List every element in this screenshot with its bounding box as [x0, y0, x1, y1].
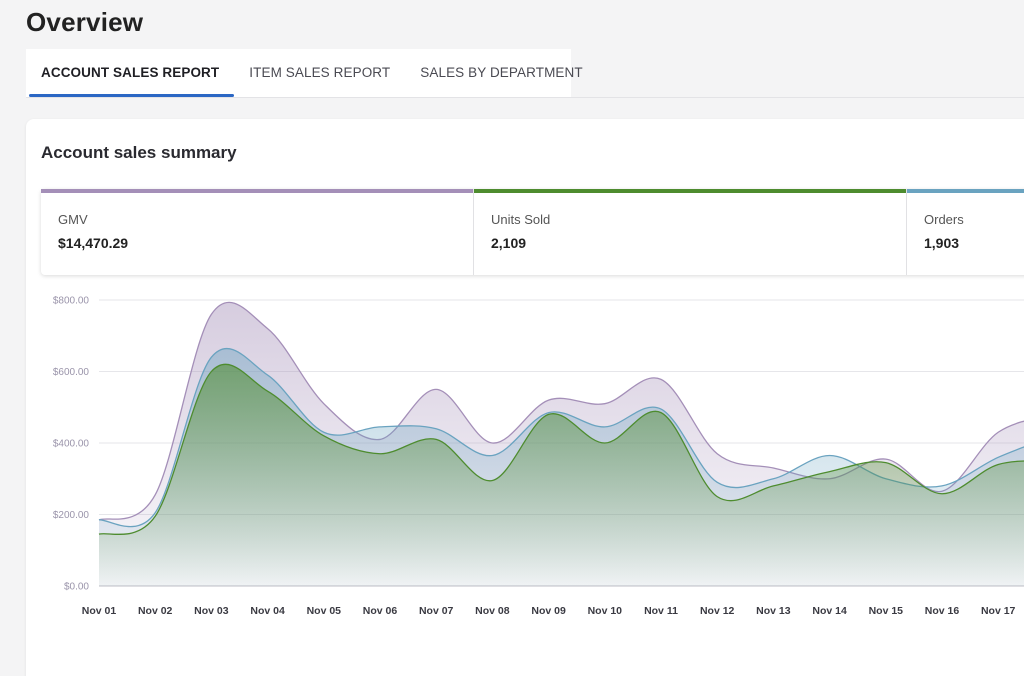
x-tick-label: Nov 01 [82, 605, 117, 617]
y-tick-label: $800.00 [53, 296, 90, 307]
tab-item-sales-report[interactable]: ITEM SALES REPORT [249, 65, 391, 80]
x-tick-label: Nov 14 [812, 605, 847, 617]
x-tick-label: Nov 16 [925, 605, 960, 617]
x-tick-label: Nov 11 [644, 605, 678, 617]
y-tick-label: $400.00 [53, 439, 90, 450]
chart-areas [98, 301, 1024, 586]
x-tick-label: Nov 12 [700, 605, 735, 617]
y-tick-label: $0.00 [64, 582, 89, 593]
x-axis-labels: Nov 01 Nov 02 Nov 03 Nov 04 Nov 05 Nov 06 Nov … [82, 605, 1016, 617]
x-tick-label: Nov 08 [475, 605, 510, 617]
x-tick-label: Nov 05 [307, 605, 342, 617]
metric-orders-label: Orders [924, 212, 964, 227]
metric-orders[interactable]: Orders 1,903 [907, 189, 1024, 275]
y-axis-labels: $0.00 $200.00 $400.00 $600.00 $800.00 [53, 296, 90, 593]
metric-gmv-label: GMV [58, 212, 88, 227]
x-tick-label: Nov 02 [138, 605, 173, 617]
series-area [99, 364, 1024, 586]
metric-units-sold-value: 2,109 [491, 235, 527, 251]
x-tick-label: Nov 06 [363, 605, 398, 617]
x-tick-label: Nov 15 [869, 605, 904, 617]
series-line [98, 301, 1024, 521]
metric-units-sold-label: Units Sold [491, 212, 551, 227]
y-tick-label: $600.00 [53, 367, 90, 378]
metric-orders-accent [907, 189, 1024, 193]
tab-account-sales-report[interactable]: ACCOUNT SALES REPORT [26, 49, 235, 97]
tab-divider [26, 97, 1024, 98]
x-tick-label: Nov 03 [194, 605, 229, 617]
x-tick-label: Nov 10 [588, 605, 623, 617]
tab-sales-by-department[interactable]: SALES BY DEPARTMENT [420, 65, 583, 80]
x-tick-label: Nov 07 [419, 605, 454, 617]
metric-gmv-value: $14,470.29 [58, 235, 129, 251]
page-title: Overview [26, 7, 144, 37]
x-tick-label: Nov 17 [981, 605, 1016, 617]
metric-gmv-accent [41, 189, 473, 193]
metric-orders-value: 1,903 [924, 235, 960, 251]
metric-units-sold-accent [474, 189, 906, 193]
series-line [98, 363, 1024, 536]
metric-gmv[interactable]: GMV $14,470.29 [41, 189, 474, 275]
card-title: Account sales summary [41, 143, 237, 162]
report-tabs: ACCOUNT SALES REPORT ITEM SALES REPORT S… [26, 49, 583, 97]
y-tick-label: $200.00 [53, 510, 90, 521]
x-tick-label: Nov 04 [250, 605, 285, 617]
metric-units-sold[interactable]: Units Sold 2,109 [474, 189, 907, 275]
x-tick-label: Nov 13 [756, 605, 791, 617]
metric-tiles: GMV $14,470.29 Units Sold 2,109 Orders 1… [41, 189, 1024, 275]
x-tick-label: Nov 09 [531, 605, 566, 617]
